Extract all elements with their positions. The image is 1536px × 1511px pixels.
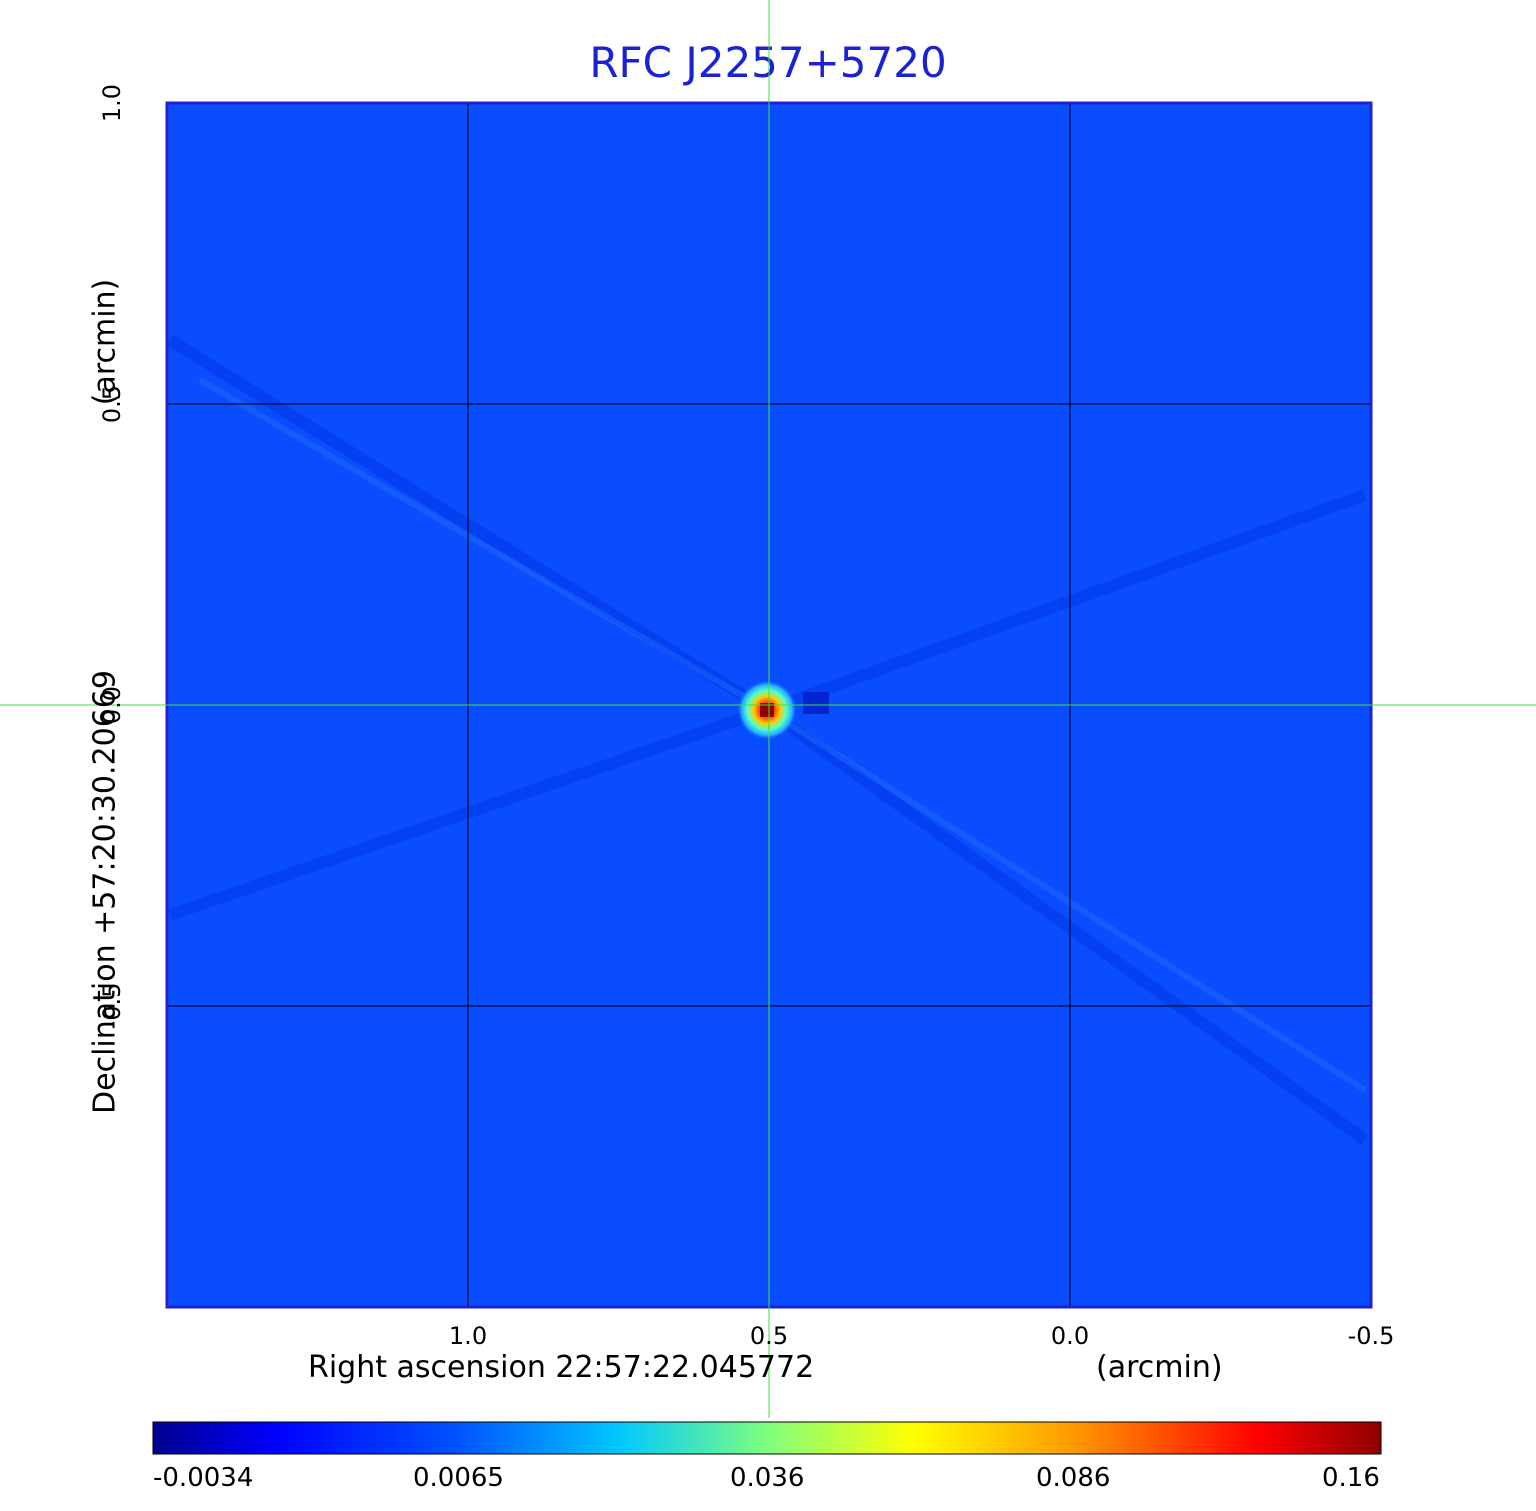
y-tick-label: 1.0 xyxy=(98,83,126,123)
x-tick-label: 1.0 xyxy=(448,1322,488,1350)
y-axis-unit: (arcmin) xyxy=(87,278,123,406)
x-tick-label: 0.5 xyxy=(749,1322,789,1350)
source-peak xyxy=(737,680,829,740)
x-tick-label: -0.5 xyxy=(1347,1322,1395,1350)
x-axis-label: Right ascension 22:57:22.045772 xyxy=(308,1350,815,1385)
chart-title: RFC J2257+5720 xyxy=(589,38,947,87)
colorbar xyxy=(152,1421,1382,1455)
colorbar-tick-label: 0.0065 xyxy=(413,1463,504,1493)
colorbar-tick-label: -0.0034 xyxy=(153,1463,254,1493)
x-axis-unit: (arcmin) xyxy=(1096,1350,1223,1385)
colorbar-tick-label: 0.086 xyxy=(1036,1463,1111,1493)
colorbar-tick-label: 0.16 xyxy=(1322,1463,1380,1493)
crosshair xyxy=(0,0,1536,1418)
y-axis-label: Declination +57:20:30.20669 xyxy=(87,670,123,1114)
colorbar-tick-label: 0.036 xyxy=(730,1463,805,1493)
x-tick-label: 0.0 xyxy=(1050,1322,1090,1350)
